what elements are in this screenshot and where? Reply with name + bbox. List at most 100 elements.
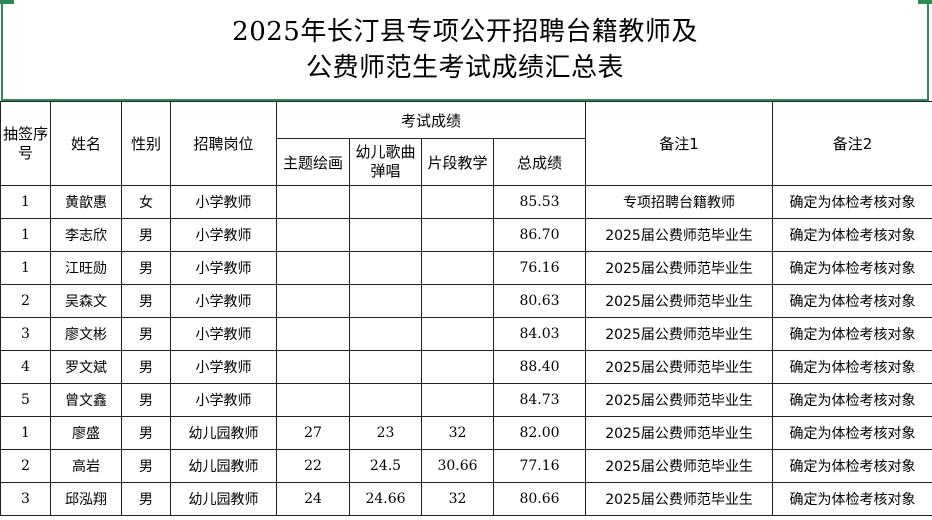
cell-remark-2: 确定为体检考核对象 (772, 317, 932, 351)
cell-name: 廖文彬 (50, 317, 122, 351)
header-theme-drawing: 主题绘画 (276, 138, 350, 186)
cell-segment-teaching (421, 317, 494, 351)
cell-gender: 女 (121, 185, 171, 219)
cell-total: 76.16 (492, 251, 587, 285)
cell-name: 廖盛 (50, 416, 122, 450)
cell-segment-teaching (421, 383, 494, 417)
cell-song-singing (349, 218, 422, 252)
cell-remark-2: 确定为体检考核对象 (772, 251, 932, 285)
cell-draw-no: 2 (0, 284, 51, 318)
cell-song-singing (349, 383, 422, 417)
cell-remark-2: 确定为体检考核对象 (772, 449, 932, 483)
cell-remark-2: 确定为体检考核对象 (772, 284, 932, 318)
scores-table: 抽签序号 姓名 性别 招聘岗位 考试成绩 备注1 备注2 主题绘画 幼儿歌曲弹唱… (0, 101, 932, 516)
cell-song-singing (349, 350, 422, 384)
table-row: 5 曾文鑫男小学教师 84.73 2025届公费师范毕业生 确定为体检考核对象 (0, 383, 932, 417)
cell-remark-2: 确定为体检考核对象 (772, 185, 932, 219)
cell-remark-2: 确定为体检考核对象 (772, 482, 932, 516)
cell-total: 82.00 (492, 416, 587, 450)
cell-theme-drawing (276, 284, 350, 318)
cell-segment-teaching (421, 218, 494, 252)
cell-gender: 男 (121, 251, 171, 285)
cell-segment-teaching (421, 185, 494, 219)
cell-total: 80.66 (492, 482, 587, 516)
cell-theme-drawing (276, 251, 350, 285)
cell-position: 小学教师 (170, 317, 277, 351)
cell-theme-drawing (276, 383, 350, 417)
cell-song-singing: 24.5 (349, 449, 422, 483)
cell-remark-1: 2025届公费师范毕业生 (585, 350, 774, 384)
cell-total: 80.63 (492, 284, 587, 318)
cell-segment-teaching (421, 251, 494, 285)
table-row: 3 廖文彬男小学教师 84.03 2025届公费师范毕业生 确定为体检考核对象 (0, 317, 932, 351)
cell-name: 邱泓翔 (50, 482, 122, 516)
cell-remark-1: 2025届公费师范毕业生 (585, 284, 774, 318)
table-row: 1 江旺勋男小学教师 76.16 2025届公费师范毕业生 确定为体检考核对象 (0, 251, 932, 285)
table-row: 3 邱泓翔男幼儿园教师 24 24.66 32 80.66 2025届公费师范毕业生 确定为体… (0, 482, 932, 516)
cell-position: 小学教师 (170, 251, 277, 285)
cell-song-singing: 23 (349, 416, 422, 450)
cell-song-singing: 24.66 (349, 482, 422, 516)
table-row: 2 吴森文男小学教师 80.63 2025届公费师范毕业生 确定为体检考核对象 (0, 284, 932, 318)
cell-draw-no: 4 (0, 350, 51, 384)
cell-total: 86.70 (492, 218, 587, 252)
header-remark-2: 备注2 (772, 101, 932, 186)
header-gender: 性别 (121, 101, 171, 186)
cell-remark-1: 2025届公费师范毕业生 (585, 449, 774, 483)
cell-total: 77.16 (492, 449, 587, 483)
cell-position: 小学教师 (170, 383, 277, 417)
title-line-1: 2025年长汀县专项公开招聘台籍教师及 (232, 16, 698, 47)
table-row: 2 高岩男幼儿园教师 22 24.5 30.66 77.16 2025届公费师范毕业生 确定为… (0, 449, 932, 483)
document-title: 2025年长汀县专项公开招聘台籍教师及 公费师范生考试成绩汇总表 (1, 0, 929, 101)
cell-position: 小学教师 (170, 218, 277, 252)
cell-position: 幼儿园教师 (170, 449, 277, 483)
cell-remark-1: 2025届公费师范毕业生 (585, 251, 774, 285)
header-total: 总成绩 (492, 138, 587, 186)
table-row: 1 廖盛男幼儿园教师 27 23 32 82.00 2025届公费师范毕业生 确定为体检考核对… (0, 416, 932, 450)
cell-remark-2: 确定为体检考核对象 (772, 416, 932, 450)
cell-theme-drawing (276, 218, 350, 252)
cell-gender: 男 (121, 383, 171, 417)
cell-total: 85.53 (492, 185, 587, 219)
cell-draw-no: 3 (0, 317, 51, 351)
cell-total: 88.40 (492, 350, 587, 384)
header-exam-scores: 考试成绩 (275, 101, 587, 139)
cell-position: 小学教师 (170, 284, 277, 318)
cell-draw-no: 2 (0, 449, 51, 483)
cell-remark-2: 确定为体检考核对象 (772, 383, 932, 417)
header-draw-no: 抽签序号 (0, 101, 51, 186)
cell-gender: 男 (121, 218, 171, 252)
cell-remark-1: 2025届公费师范毕业生 (585, 218, 774, 252)
cell-name: 吴森文 (50, 284, 122, 318)
cell-total: 84.03 (492, 317, 587, 351)
header-position: 招聘岗位 (170, 101, 277, 186)
corner-mark-left (0, 0, 14, 4)
cell-theme-drawing (276, 185, 350, 219)
cell-segment-teaching (421, 284, 494, 318)
cell-remark-1: 2025届公费师范毕业生 (585, 317, 774, 351)
table-row: 1 黄歆惠女小学教师 85.53 专项招聘台籍教师 确定为体检考核对象 (0, 185, 932, 219)
cell-theme-drawing (276, 350, 350, 384)
cell-segment-teaching (421, 350, 494, 384)
cell-name: 李志欣 (50, 218, 122, 252)
header-remark-1: 备注1 (585, 101, 774, 186)
cell-remark-2: 确定为体检考核对象 (772, 218, 932, 252)
cell-segment-teaching: 30.66 (421, 449, 494, 483)
cell-gender: 男 (121, 284, 171, 318)
cell-name: 罗文斌 (50, 350, 122, 384)
header-name: 姓名 (50, 101, 122, 186)
cell-theme-drawing: 24 (276, 482, 350, 516)
cell-draw-no: 1 (0, 416, 51, 450)
cell-gender: 男 (121, 482, 171, 516)
cell-name: 黄歆惠 (50, 185, 122, 219)
cell-remark-2: 确定为体检考核对象 (772, 350, 932, 384)
table-row: 1 李志欣男小学教师 86.70 2025届公费师范毕业生 确定为体检考核对象 (0, 218, 932, 252)
cell-total: 84.73 (492, 383, 587, 417)
cell-remark-1: 2025届公费师范毕业生 (585, 383, 774, 417)
cell-gender: 男 (121, 350, 171, 384)
cell-theme-drawing: 27 (276, 416, 350, 450)
cell-gender: 男 (121, 416, 171, 450)
header-song-singing: 幼儿歌曲弹唱 (349, 138, 422, 186)
cell-draw-no: 5 (0, 383, 51, 417)
cell-theme-drawing (276, 317, 350, 351)
